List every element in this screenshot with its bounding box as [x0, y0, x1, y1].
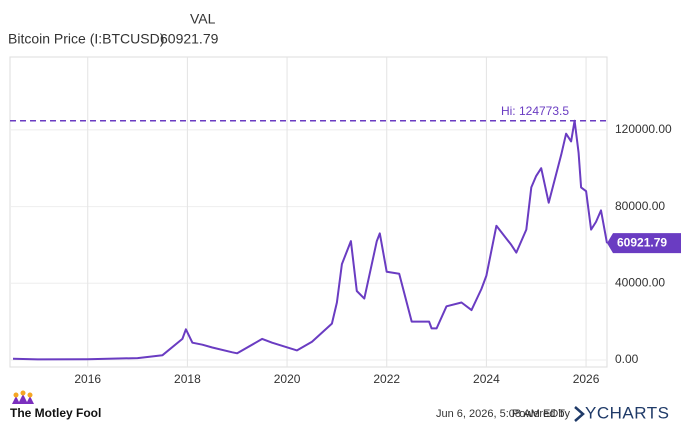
x-tick-label: 2022: [373, 372, 400, 386]
x-tick-label: 2026: [573, 372, 600, 386]
price-line: [12, 119, 608, 361]
logo-bell: [13, 392, 19, 398]
powered-by: Powered by: [512, 408, 571, 420]
x-tick-label: 2016: [74, 372, 101, 386]
hi-label: Hi: 124773.5: [501, 104, 569, 118]
legend-header: VAL: [190, 11, 216, 27]
y-tick-label: 0.00: [615, 352, 639, 366]
x-tick-label: 2024: [473, 372, 500, 386]
motley-fool-logo: [12, 390, 34, 404]
timestamp: Jun 6, 2026, 5:08 AM EDT: [436, 408, 565, 420]
series-name: Bitcoin Price (I:BTCUSD): [8, 31, 164, 47]
x-tick-label: 2020: [274, 372, 301, 386]
logo-bell: [27, 392, 33, 398]
x-tick-label: 2018: [174, 372, 201, 386]
last-value-box: [607, 233, 681, 254]
logo-hat: [12, 394, 34, 404]
last-value-label: 60921.79: [617, 235, 667, 249]
y-tick-label: 120000.00: [615, 122, 672, 136]
plot-frame: [9, 56, 608, 368]
y-tick-label: 80000.00: [615, 199, 665, 213]
brand: YCHARTS: [585, 403, 669, 422]
latest-value: 60921.79: [160, 31, 219, 47]
ycharts-chevron: [574, 406, 585, 422]
source-logo-text: The Motley Fool: [10, 406, 101, 420]
y-tick-label: 40000.00: [615, 275, 665, 289]
logo-bell: [20, 390, 26, 396]
